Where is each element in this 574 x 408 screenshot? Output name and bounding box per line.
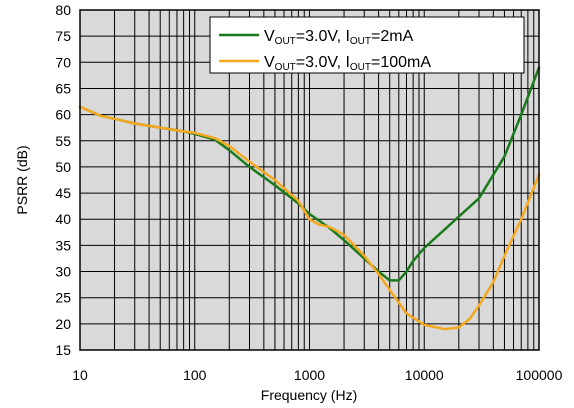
y-tick-label: 80	[55, 2, 71, 18]
y-tick-label: 40	[55, 211, 71, 227]
legend-2-v-rest: =3.0V, I	[296, 54, 350, 71]
y-axis-title: PSRR (dB)	[14, 145, 30, 214]
legend-2-i-sub: OUT	[350, 62, 371, 73]
legend-1-v-sub: OUT	[275, 36, 296, 47]
legend-2-v: V	[264, 54, 275, 71]
y-tick-label: 75	[55, 28, 71, 44]
y-tick-labels: 15 20 25 30 35 40 45 50 55 60 65 70 75 80	[55, 2, 71, 358]
legend-1-i-rest: =2mA	[371, 28, 414, 45]
y-tick-label: 65	[55, 80, 71, 96]
y-tick-label: 60	[55, 107, 71, 123]
y-tick-label: 35	[55, 237, 71, 253]
y-tick-label: 45	[55, 185, 71, 201]
y-tick-label: 55	[55, 133, 71, 149]
legend-box	[209, 16, 525, 74]
x-axis-title: Frequency (Hz)	[261, 387, 357, 403]
x-tick-label: 10000	[405, 367, 444, 383]
legend-1-i-sub: OUT	[350, 36, 371, 47]
x-tick-label: 100000	[516, 367, 563, 383]
y-tick-label: 30	[55, 264, 71, 280]
x-tick-label: 10	[72, 367, 88, 383]
x-tick-label: 1000	[294, 367, 325, 383]
legend-2-v-sub: OUT	[275, 62, 296, 73]
x-tick-labels: 10 100 1000 10000 100000	[72, 367, 562, 383]
legend-1-v: V	[264, 28, 275, 45]
y-tick-label: 70	[55, 54, 71, 70]
y-tick-label: 20	[55, 316, 71, 332]
legend-1-v-rest: =3.0V, I	[296, 28, 350, 45]
series-line-2	[78, 105, 541, 331]
series-layer	[78, 66, 541, 331]
plot-frame	[79, 9, 540, 351]
legend-label-series-2: VOUT=3.0V, IOUT=100mA	[264, 54, 431, 73]
x-tick-label: 100	[183, 367, 207, 383]
legend-2-i-rest: =100mA	[371, 54, 431, 71]
y-tick-label: 50	[55, 159, 71, 175]
x-grid	[114, 10, 535, 350]
legend: VOUT=3.0V, IOUT=2mA VOUT=3.0V, IOUT=100m…	[209, 16, 525, 74]
y-tick-label: 25	[55, 290, 71, 306]
legend-label-series-1: VOUT=3.0V, IOUT=2mA	[264, 28, 414, 47]
y-tick-label: 15	[55, 342, 71, 358]
